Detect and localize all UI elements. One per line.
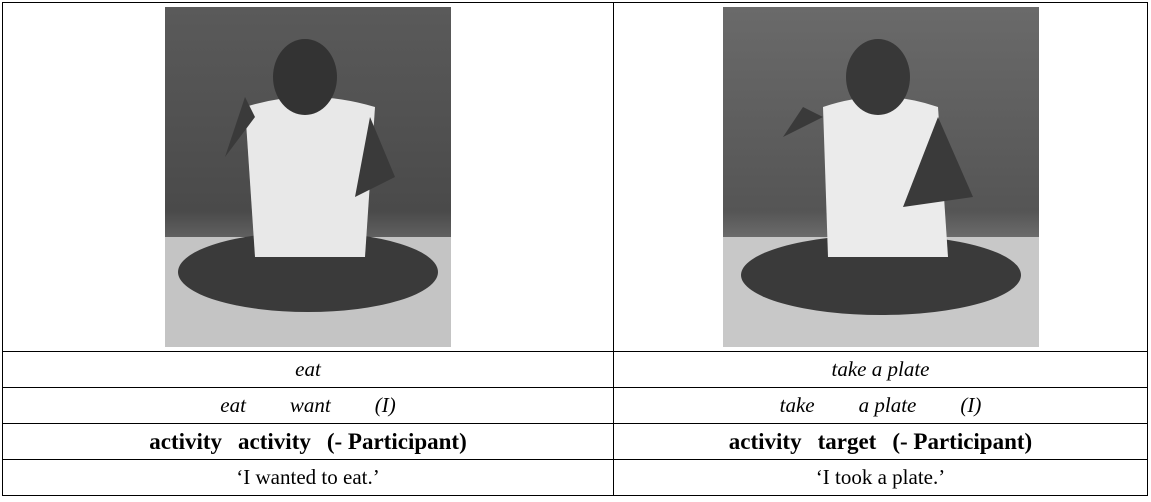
translation-row: ‘I wanted to eat.’ ‘I took a plate.’	[2, 459, 1148, 496]
role: target	[817, 428, 877, 454]
gloss-word: want	[289, 393, 331, 417]
gloss-table: eat take a plate eat want (I) take a plate (…	[2, 2, 1148, 496]
image-cell	[613, 2, 1148, 352]
translation: ‘I wanted to eat.’	[2, 459, 614, 496]
gloss-cell: eat want (I)	[2, 387, 614, 424]
role-cell: activity target (- Participant)	[613, 423, 1148, 460]
image-row	[2, 2, 1148, 352]
label-row: eat take a plate	[2, 351, 1148, 388]
role: (- Participant)	[326, 428, 467, 454]
role-row: activity activity (- Participant) activity…	[2, 423, 1148, 460]
role-cell: activity activity (- Participant)	[2, 423, 614, 460]
photo-eat	[165, 7, 451, 347]
label: eat	[2, 351, 614, 388]
role: (- Participant)	[892, 428, 1033, 454]
photo-take-plate	[722, 7, 1039, 347]
gloss-word: (I)	[960, 393, 982, 417]
role: activity	[728, 428, 802, 454]
image-cell	[2, 2, 614, 352]
role: activity	[149, 428, 223, 454]
gloss-word: eat	[220, 393, 246, 417]
role: activity	[238, 428, 311, 454]
gloss-word: (I)	[374, 393, 396, 417]
gloss-cell: take a plate (I)	[613, 387, 1148, 424]
gloss-word: take	[779, 393, 815, 417]
gloss-row: eat want (I) take a plate (I)	[2, 387, 1148, 424]
translation: ‘I took a plate.’	[613, 459, 1148, 496]
gloss-word: a plate	[858, 393, 917, 417]
label: take a plate	[613, 351, 1148, 388]
